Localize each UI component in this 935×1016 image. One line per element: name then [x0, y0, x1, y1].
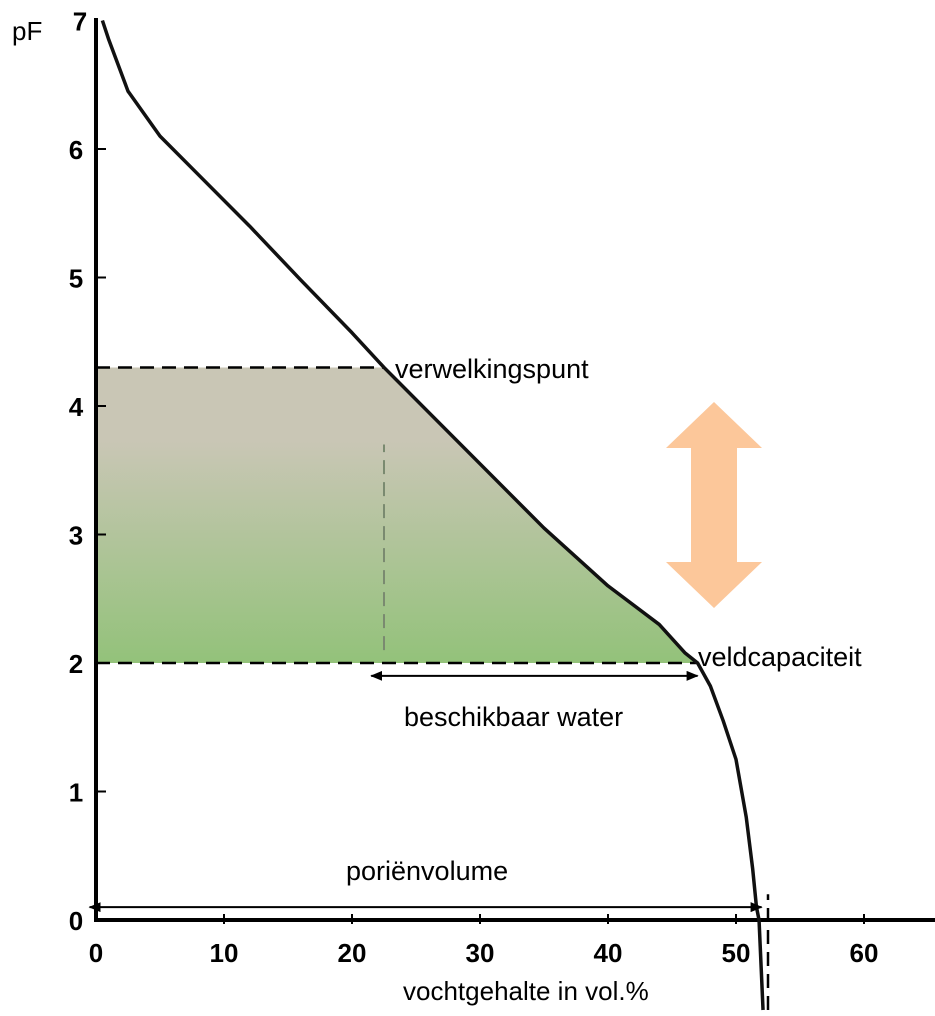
wilting-point-label: verwelkingspunt [395, 354, 589, 384]
x-tick-label: 0 [89, 938, 103, 968]
x-tick-label: 60 [850, 938, 879, 968]
y-tick-label: 2 [69, 649, 83, 679]
x-tick-label: 40 [594, 938, 623, 968]
x-tick-label: 10 [210, 938, 239, 968]
y-axis-title: pF [12, 16, 42, 46]
y-tick-label: 4 [69, 392, 84, 422]
x-tick-label: 20 [338, 938, 367, 968]
available-water-shading [96, 367, 698, 663]
y-tick-label: 3 [69, 521, 83, 551]
pore-volume-label: poriënvolume [346, 856, 508, 886]
y-tick-label: 5 [69, 264, 83, 294]
y-tick-label: 6 [69, 135, 83, 165]
available-water-label: beschikbaar water [404, 702, 623, 732]
pf-range-double-arrow [666, 402, 762, 608]
field-capacity-label: veldcapaciteit [698, 642, 862, 672]
y-tick-label: 1 [69, 778, 83, 808]
x-axis-title: vochtgehalte in vol.% [403, 976, 649, 1006]
retention-curve [100, 19, 765, 1011]
y-tick-label: 0 [69, 906, 83, 936]
x-tick-label: 30 [466, 938, 495, 968]
x-tick-label: 50 [722, 938, 751, 968]
y-tick-label: 7 [73, 7, 87, 37]
